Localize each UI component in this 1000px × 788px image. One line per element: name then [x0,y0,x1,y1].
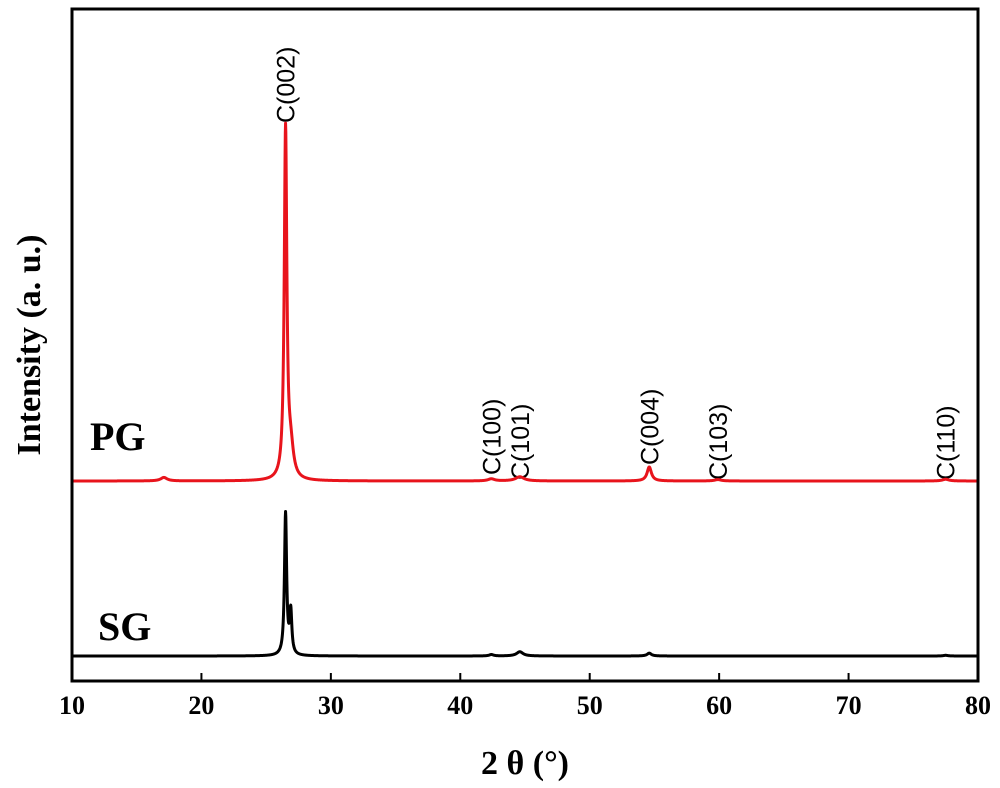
peak-annotation: C(100) [478,399,506,475]
x-tick-label: 40 [447,691,473,720]
series-line-sg [72,511,978,656]
peak-annotation: C(002) [273,47,301,123]
peak-annotations: C(002) C(100)C(101) C(004) C(103) C(110) [273,47,961,480]
x-tick-label: 60 [706,691,732,720]
plot-frame [72,9,978,681]
peak-annotation: C(103) [705,404,733,480]
x-tick-label: 30 [318,691,344,720]
series-label-pg: PG [90,414,146,459]
series-label-sg: SG [98,604,151,649]
series-labels: PG SG [90,414,151,649]
peak-annotation: C(101) [507,404,535,480]
x-tick-label: 10 [59,691,85,720]
x-tick-label: 20 [188,691,214,720]
peak-annotation: C(004) [636,389,664,465]
x-tick-label: 70 [836,691,862,720]
x-tick-label: 80 [965,691,991,720]
y-axis-title: Intensity (a. u.) [11,234,48,455]
x-axis-title: 2 θ (°) [481,745,569,782]
x-tick-label: 50 [577,691,603,720]
peak-annotation: C(110) [933,405,961,480]
series-layer [72,123,978,656]
